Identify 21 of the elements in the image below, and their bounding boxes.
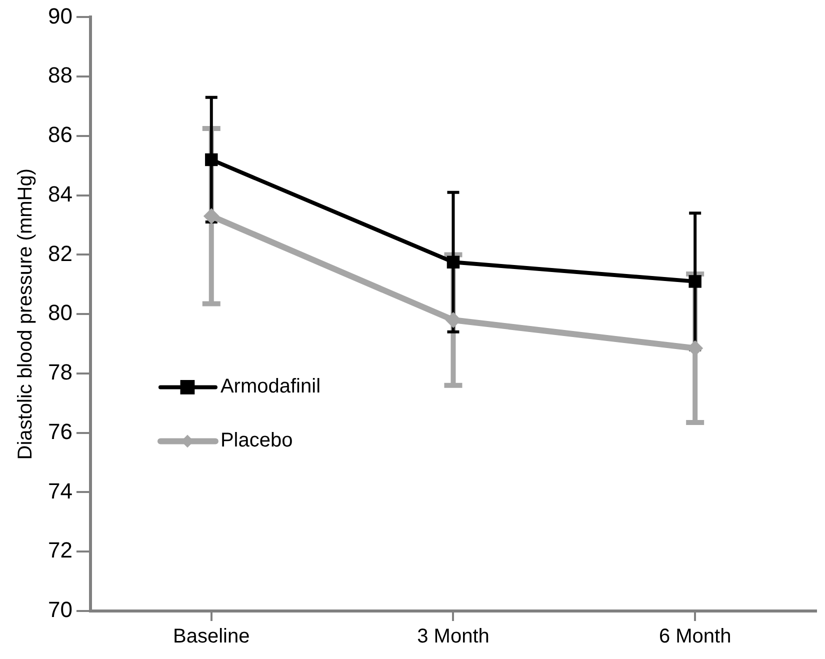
y-tick-label: 84 <box>48 181 72 206</box>
y-tick-label: 82 <box>48 240 72 266</box>
y-tick-label: 90 <box>48 3 72 28</box>
y-tick-label: 88 <box>48 62 72 88</box>
y-tick-label: 78 <box>48 360 72 385</box>
y-tick-label: 80 <box>48 300 72 326</box>
y-tick-label: 70 <box>48 597 72 622</box>
point <box>688 275 702 288</box>
legend-label: Placebo <box>220 430 293 452</box>
y-tick-label: 76 <box>48 418 72 444</box>
point <box>205 153 218 166</box>
y-tick-label: 74 <box>48 478 72 504</box>
x-tick-label: 3 Month <box>417 626 490 648</box>
y-axis-title: Diastolic blood pressure (mmHg) <box>14 168 37 460</box>
legend-label: Armodafinil <box>220 376 321 398</box>
y-tick-label: 72 <box>48 538 72 563</box>
y-tick-label: 86 <box>48 122 72 148</box>
x-tick-label: 6 Month <box>658 626 732 648</box>
x-tick-label: Baseline <box>173 626 250 648</box>
point <box>203 208 220 224</box>
point <box>446 256 460 269</box>
